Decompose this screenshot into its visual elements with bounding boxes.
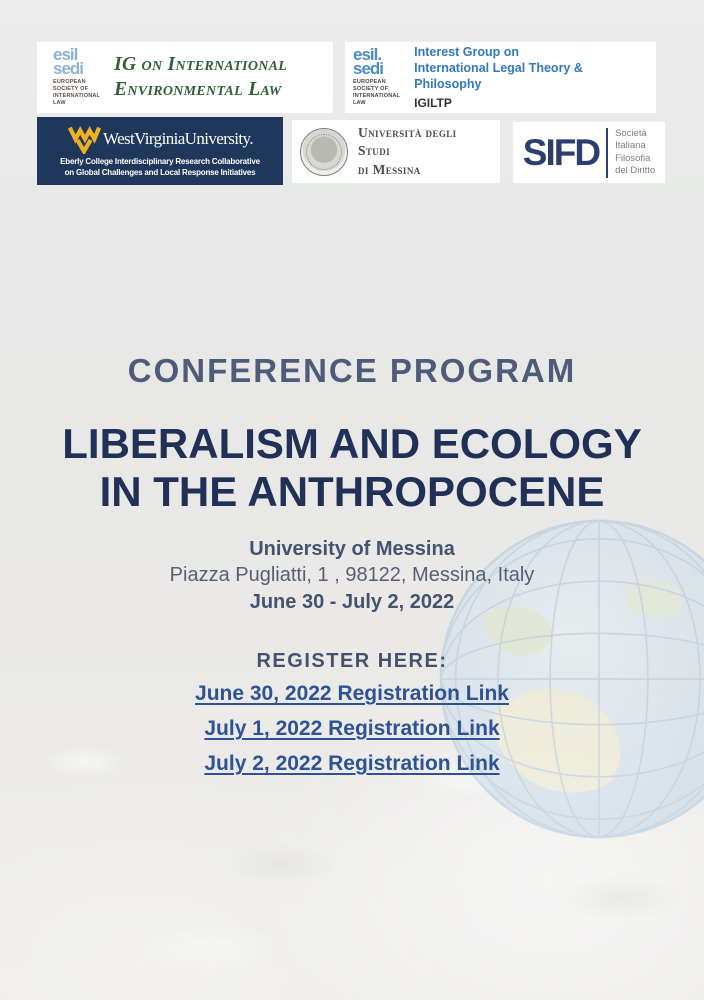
esil-sedi-mark: esil sedi EUROPEAN SOCIETY OF INTERNATIO… — [53, 45, 100, 107]
title-line1: LIBERALISM AND ECOLOGY — [62, 420, 642, 467]
logo-esil-ig-environmental-law: esil sedi EUROPEAN SOCIETY OF INTERNATIO… — [37, 42, 333, 113]
society-line: EUROPEAN — [53, 79, 86, 86]
logo-university-of-messina: Università degli Studi di Messina — [292, 120, 500, 183]
esil-society-text: EUROPEAN SOCIETY OF INTERNATIONAL LAW — [53, 79, 100, 107]
registration-link-june-30[interactable]: June 30, 2022 Registration Link — [195, 682, 509, 705]
messina-name-line2: di Messina — [358, 161, 421, 177]
esil-sedi-mark: esil. sedi EUROPEAN SOCIETY OF INTERNATI… — [353, 45, 400, 107]
sifd-name-line1: Società — [615, 127, 647, 139]
register-here-heading: REGISTER HERE: — [256, 650, 448, 672]
sifd-name-line3: Filosofia — [615, 152, 651, 164]
igiltp-line2: International Legal Theory & Philosophy — [414, 61, 583, 92]
esil-mark-top: esil — [53, 45, 78, 65]
messina-name: Università degli Studi di Messina — [358, 124, 492, 179]
ig-environmental-law-title: IG on International Environmental Law — [114, 53, 287, 102]
wvu-tagline: Eberly College Interdisciplinary Researc… — [60, 157, 260, 179]
wvu-tagline-line2: on Global Challenges and Local Response … — [64, 167, 256, 177]
ig-env-line2: Environmental Law — [114, 78, 282, 100]
sifd-name-line2: Italiana — [615, 140, 646, 152]
society-line: LAW — [53, 99, 66, 106]
sifd-divider — [606, 127, 609, 178]
registration-links: June 30, 2022 Registration Link July 1, … — [0, 682, 704, 776]
society-line: INTERNATIONAL — [353, 92, 401, 99]
society-line: SOCIETY OF — [53, 86, 89, 93]
esil-mark-top: esil. — [353, 45, 382, 65]
society-line: INTERNATIONAL — [53, 92, 101, 99]
logo-west-virginia-university: WestVirginiaUniversity. Eberly College I… — [37, 117, 283, 185]
wvu-name: WestVirginiaUniversity. — [102, 128, 254, 148]
logo-sifd: SIFD Società Italiana Filosofia del Diri… — [513, 122, 665, 183]
registration-link-july-1[interactable]: July 1, 2022 Registration Link — [204, 717, 500, 740]
title-line2: IN THE ANTHROPOCENE — [99, 467, 605, 515]
sifd-name-line4: del Diritto — [615, 164, 656, 176]
wvu-tagline-line1: Eberly College Interdisciplinary Researc… — [60, 156, 260, 166]
venue-address: Piazza Pugliatti, 1 , 98122, Messina, It… — [169, 564, 535, 587]
sifd-name: Società Italiana Filosofia del Diritto — [615, 128, 655, 177]
page-title: LIBERALISM AND ECOLOGY IN THE ANTHROPOCE… — [0, 420, 704, 516]
messina-name-line1: Università degli Studi — [358, 125, 457, 159]
venue-name: University of Messina — [249, 538, 455, 560]
igiltp-acronym: IGILTP — [414, 95, 452, 110]
igiltp-line1: Interest Group on — [414, 44, 519, 59]
registration-link-july-2[interactable]: July 2, 2022 Registration Link — [204, 752, 500, 775]
esil-society-text: EUROPEAN SOCIETY OF INTERNATIONAL LAW — [353, 79, 400, 107]
esil-mark-bottom: sedi — [353, 59, 384, 79]
society-line: SOCIETY OF — [353, 86, 389, 93]
conference-dates: June 30 - July 2, 2022 — [249, 590, 455, 613]
logo-igiltp: esil. sedi EUROPEAN SOCIETY OF INTERNATI… — [345, 42, 656, 113]
society-line: EUROPEAN — [353, 79, 386, 86]
esil-mark-bottom: sedi — [53, 59, 84, 79]
conference-program-heading: CONFERENCE PROGRAM — [127, 352, 577, 389]
ig-env-line1: IG on International — [114, 54, 288, 76]
flying-wv-icon — [67, 125, 101, 154]
venue-block: University of Messina Piazza Pugliatti, … — [0, 536, 704, 615]
society-line: LAW — [353, 99, 366, 106]
messina-seal-icon — [300, 127, 348, 176]
igiltp-title: Interest Group on International Legal Th… — [414, 44, 648, 111]
sifd-acronym: SIFD — [522, 132, 601, 173]
